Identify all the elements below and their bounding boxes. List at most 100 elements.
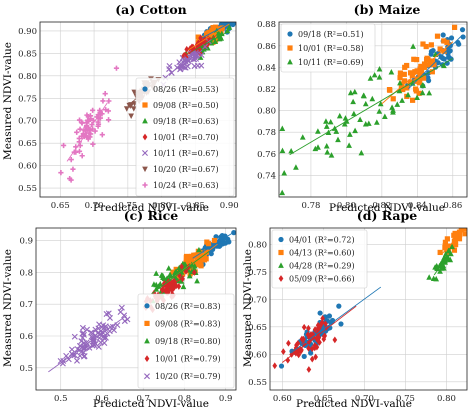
x-tick-label: 0.65 bbox=[51, 201, 70, 211]
data-point bbox=[396, 87, 403, 94]
x-tick-label: 0.6 bbox=[95, 394, 109, 404]
data-point bbox=[437, 46, 443, 52]
chart-title: (b) Maize bbox=[354, 2, 421, 17]
data-point bbox=[170, 269, 176, 275]
y-tick-label: 0.65 bbox=[248, 323, 267, 333]
data-point bbox=[376, 74, 383, 80]
data-point bbox=[67, 175, 73, 182]
legend-label: 10/11 (R²=0.67) bbox=[153, 149, 219, 158]
x-tick-label: 0.7 bbox=[136, 394, 150, 404]
data-point bbox=[306, 324, 311, 332]
trend-line bbox=[282, 305, 357, 363]
y-axis-label: Measured NDVI-value bbox=[2, 42, 14, 160]
data-point bbox=[198, 263, 204, 269]
plot-frame bbox=[278, 21, 468, 198]
data-point bbox=[286, 339, 291, 347]
data-point bbox=[350, 98, 356, 105]
data-point bbox=[456, 41, 462, 47]
data-point bbox=[105, 117, 112, 123]
data-point bbox=[397, 70, 404, 76]
trend-line bbox=[442, 230, 464, 254]
y-tick-label: 0.80 bbox=[257, 107, 276, 117]
legend-label: 09/18 (R²=0.80) bbox=[155, 337, 221, 346]
data-point bbox=[434, 33, 441, 39]
data-point bbox=[153, 286, 160, 292]
trend-line bbox=[168, 49, 203, 76]
x-tick-label: 0.75 bbox=[118, 201, 137, 211]
y-tick-label: 0.8 bbox=[19, 268, 33, 278]
data-point bbox=[414, 94, 420, 101]
data-point bbox=[442, 239, 449, 245]
data-point bbox=[74, 129, 80, 135]
data-point bbox=[218, 236, 224, 242]
data-point bbox=[425, 78, 432, 84]
x-tick-label: 0.80 bbox=[337, 201, 356, 211]
data-point bbox=[87, 134, 93, 140]
data-point bbox=[188, 50, 195, 57]
data-point bbox=[421, 64, 427, 70]
data-point bbox=[79, 153, 85, 159]
chart-title: (c) Rice bbox=[124, 208, 179, 223]
data-point bbox=[317, 310, 323, 316]
data-point bbox=[469, 39, 474, 44]
y-tick-label: 0.7 bbox=[19, 300, 33, 310]
trend-line bbox=[48, 314, 127, 373]
data-point bbox=[462, 231, 467, 237]
x-tick-label: 0.82 bbox=[372, 201, 391, 211]
data-point bbox=[130, 106, 137, 112]
y-tick-label: 0.70 bbox=[248, 295, 267, 305]
data-point bbox=[437, 268, 443, 274]
data-point bbox=[429, 69, 435, 75]
data-point bbox=[230, 22, 236, 23]
data-point bbox=[90, 141, 96, 147]
trend-line bbox=[289, 58, 454, 156]
data-point bbox=[272, 362, 278, 370]
data-point bbox=[373, 119, 380, 125]
data-point bbox=[205, 30, 211, 36]
data-point bbox=[301, 323, 307, 331]
data-point bbox=[59, 360, 66, 367]
y-tick-label: 0.60 bbox=[248, 350, 267, 360]
data-point bbox=[100, 98, 106, 104]
data-point bbox=[381, 113, 388, 120]
data-point bbox=[295, 339, 301, 347]
data-point bbox=[151, 281, 157, 287]
data-point bbox=[315, 321, 321, 329]
trend-line bbox=[290, 286, 382, 354]
data-point bbox=[77, 142, 83, 149]
data-point bbox=[281, 169, 288, 176]
y-tick-label: 0.88 bbox=[257, 20, 276, 30]
x-tick-label: 0.60 bbox=[273, 394, 292, 404]
x-tick-label: 0.65 bbox=[314, 394, 333, 404]
data-point bbox=[420, 41, 426, 47]
data-point bbox=[387, 87, 393, 93]
data-point bbox=[176, 283, 182, 290]
x-tick-label: 0.70 bbox=[355, 394, 374, 404]
legend-marker bbox=[278, 249, 284, 256]
data-point bbox=[191, 269, 197, 276]
data-point bbox=[437, 249, 443, 256]
data-point bbox=[401, 78, 407, 84]
data-point bbox=[180, 275, 185, 283]
data-point bbox=[105, 310, 112, 317]
data-point bbox=[313, 353, 319, 361]
data-point bbox=[90, 337, 97, 344]
legend: 09/18 (R²=0.51) 10/01 (R²=0.58) 10/11 (R²=… bbox=[280, 23, 376, 73]
data-point bbox=[323, 123, 330, 129]
data-point bbox=[179, 263, 184, 270]
data-point bbox=[182, 64, 189, 71]
legend-label: 10/01 (R²=0.58) bbox=[298, 44, 364, 53]
data-point bbox=[441, 62, 447, 69]
panel-rice: (c) Rice Predicted NDVI-value Measured N… bbox=[2, 208, 237, 410]
data-point bbox=[279, 189, 286, 196]
legend: 04/01 (R²=0.72) 04/13 (R²=0.60) 04/28 (R²=… bbox=[271, 229, 368, 289]
y-tick-label: 0.90 bbox=[18, 27, 37, 37]
data-point bbox=[102, 323, 109, 330]
legend-marker bbox=[142, 182, 148, 188]
data-point bbox=[188, 45, 194, 53]
legend-label: 10/01 (R²=0.79) bbox=[155, 355, 221, 364]
y-tick-label: 0.84 bbox=[257, 63, 276, 73]
scatter-points bbox=[272, 228, 467, 373]
data-point bbox=[65, 356, 72, 363]
chart-title: (a) Cotton bbox=[115, 2, 187, 17]
